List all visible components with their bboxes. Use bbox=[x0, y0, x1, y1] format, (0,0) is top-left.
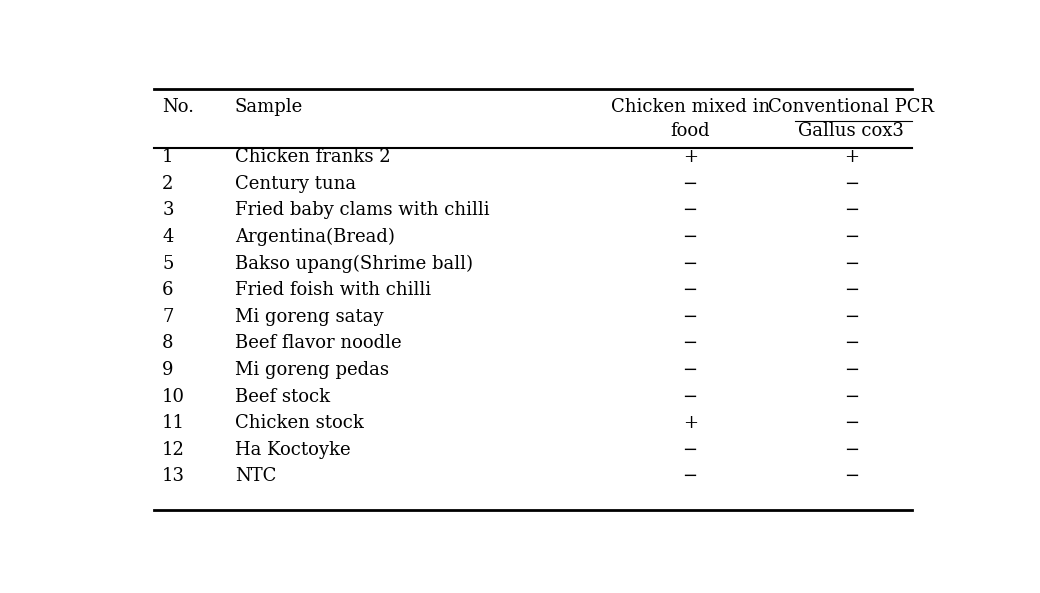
Text: 4: 4 bbox=[162, 228, 174, 246]
Text: NTC: NTC bbox=[235, 467, 277, 485]
Text: −: − bbox=[843, 281, 859, 299]
Text: −: − bbox=[682, 228, 698, 246]
Text: 9: 9 bbox=[162, 361, 174, 379]
Text: 5: 5 bbox=[162, 254, 174, 273]
Text: Fried baby clams with chilli: Fried baby clams with chilli bbox=[235, 202, 490, 219]
Text: −: − bbox=[843, 175, 859, 193]
Text: −: − bbox=[843, 254, 859, 273]
Text: −: − bbox=[682, 467, 698, 485]
Text: −: − bbox=[843, 202, 859, 219]
Text: 3: 3 bbox=[162, 202, 174, 219]
Text: Century tuna: Century tuna bbox=[235, 175, 356, 193]
Text: Conventional PCR: Conventional PCR bbox=[769, 98, 934, 116]
Text: +: + bbox=[682, 414, 698, 432]
Text: −: − bbox=[843, 308, 859, 326]
Text: Chicken stock: Chicken stock bbox=[235, 414, 364, 432]
Text: Beef flavor noodle: Beef flavor noodle bbox=[235, 334, 401, 352]
Text: 10: 10 bbox=[162, 387, 185, 406]
Text: Mi goreng pedas: Mi goreng pedas bbox=[235, 361, 389, 379]
Text: Argentina(Bread): Argentina(Bread) bbox=[235, 228, 394, 246]
Text: Bakso upang(Shrime ball): Bakso upang(Shrime ball) bbox=[235, 254, 473, 273]
Text: 13: 13 bbox=[162, 467, 185, 485]
Text: −: − bbox=[843, 361, 859, 379]
Text: Chicken mixed in: Chicken mixed in bbox=[610, 98, 770, 116]
Text: food: food bbox=[671, 122, 710, 139]
Text: −: − bbox=[843, 467, 859, 485]
Text: 1: 1 bbox=[162, 148, 174, 166]
Text: −: − bbox=[682, 281, 698, 299]
Text: −: − bbox=[843, 334, 859, 352]
Text: 6: 6 bbox=[162, 281, 174, 299]
Text: −: − bbox=[843, 414, 859, 432]
Text: −: − bbox=[843, 387, 859, 406]
Text: Fried foish with chilli: Fried foish with chilli bbox=[235, 281, 431, 299]
Text: Gallus cox3: Gallus cox3 bbox=[799, 122, 905, 139]
Text: +: + bbox=[682, 148, 698, 166]
Text: 7: 7 bbox=[162, 308, 174, 326]
Text: −: − bbox=[682, 441, 698, 458]
Text: +: + bbox=[843, 148, 859, 166]
Text: −: − bbox=[682, 361, 698, 379]
Text: Ha Koctoyke: Ha Koctoyke bbox=[235, 441, 350, 458]
Text: 2: 2 bbox=[162, 175, 174, 193]
Text: Mi goreng satay: Mi goreng satay bbox=[235, 308, 384, 326]
Text: −: − bbox=[682, 175, 698, 193]
Text: −: − bbox=[682, 202, 698, 219]
Text: −: − bbox=[843, 441, 859, 458]
Text: 12: 12 bbox=[162, 441, 185, 458]
Text: Chicken franks 2: Chicken franks 2 bbox=[235, 148, 390, 166]
Text: −: − bbox=[682, 334, 698, 352]
Text: 8: 8 bbox=[162, 334, 174, 352]
Text: No.: No. bbox=[162, 98, 194, 116]
Text: −: − bbox=[682, 254, 698, 273]
Text: −: − bbox=[843, 228, 859, 246]
Text: Beef stock: Beef stock bbox=[235, 387, 330, 406]
Text: 11: 11 bbox=[162, 414, 185, 432]
Text: −: − bbox=[682, 308, 698, 326]
Text: −: − bbox=[682, 387, 698, 406]
Text: Sample: Sample bbox=[235, 98, 303, 116]
